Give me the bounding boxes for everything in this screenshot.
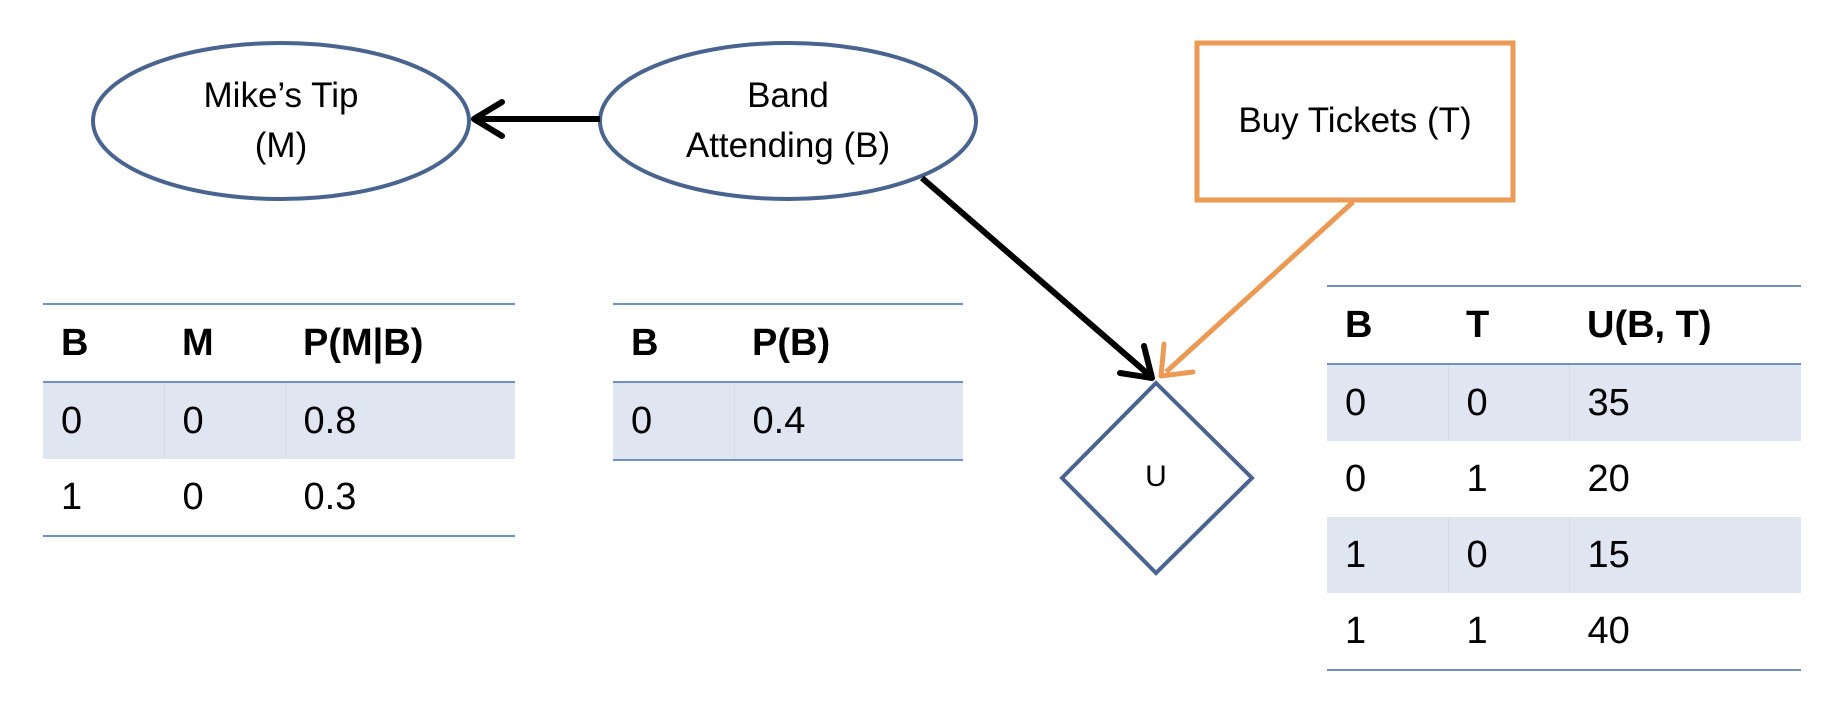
cell-t: 0	[1447, 517, 1569, 593]
cell-b: 0	[43, 382, 164, 459]
cell-b: 1	[1327, 517, 1448, 593]
arrow-band-to-utility	[920, 175, 1150, 377]
arrowhead-utility-orange	[1158, 341, 1196, 379]
header-t: T	[1448, 285, 1569, 365]
mikes-tip-label: Mike’s Tip (M)	[131, 71, 431, 171]
header-b: B	[613, 303, 734, 383]
cell-utility: 35	[1568, 364, 1801, 441]
band-attending-label-line1: Band	[747, 76, 829, 115]
utility-label: U	[1145, 460, 1167, 493]
arrowhead-mikes-tip	[471, 99, 505, 139]
table-row: 1 0 15	[1327, 517, 1801, 593]
cell-b: 0	[1327, 441, 1448, 517]
band-attending-label-line2: Attending (B)	[685, 126, 891, 165]
cell-utility: 20	[1568, 441, 1801, 517]
table-header-row: B M P(M|B)	[43, 303, 515, 383]
header-p-b: P(B)	[734, 303, 963, 383]
cell-b: 1	[43, 459, 164, 537]
header-u-b-t: U(B, T)	[1569, 285, 1801, 365]
cell-b: 0	[1327, 364, 1448, 441]
cell-t: 0	[1447, 364, 1569, 441]
mikes-tip-label-line1: Mike’s Tip	[203, 76, 359, 115]
cell-prob: 0.4	[733, 382, 963, 461]
cell-b: 0	[613, 382, 734, 461]
cell-b: 1	[1327, 593, 1448, 671]
cell-t: 1	[1447, 593, 1569, 671]
cell-m: 0	[163, 382, 285, 459]
band-attending-label: Band Attending (B)	[638, 71, 938, 171]
mikes-tip-label-line2: (M)	[254, 126, 308, 165]
mikes-tip-node[interactable]	[91, 41, 471, 201]
header-p-m-given-b: P(M|B)	[285, 303, 515, 383]
cell-t: 1	[1447, 441, 1569, 517]
buy-tickets-node[interactable]	[1194, 40, 1516, 203]
cell-utility: 15	[1568, 517, 1801, 593]
table-row: 0 0.4	[613, 382, 963, 461]
table-utility: B T U(B, T) 0 0 35 0 1 20 1 0 15 1 1 40	[1327, 285, 1801, 671]
table-header-row: B P(B)	[613, 303, 963, 383]
cell-m: 0	[163, 459, 285, 537]
table-p-m-given-b: B M P(M|B) 0 0 0.8 1 0 0.3	[43, 303, 515, 537]
header-m: M	[164, 303, 285, 383]
cell-utility: 40	[1568, 593, 1801, 671]
cell-prob: 0.8	[284, 382, 515, 459]
table-row: 1 1 40	[1327, 593, 1801, 671]
buy-tickets-label: Buy Tickets (T)	[1238, 101, 1472, 140]
header-b: B	[43, 303, 164, 383]
table-row: 1 0 0.3	[43, 459, 515, 537]
table-row: 0 0 35	[1327, 364, 1801, 441]
arrowhead-utility-black	[1117, 343, 1155, 381]
table-row: 0 0 0.8	[43, 382, 515, 459]
table-p-b: B P(B) 0 0.4	[613, 303, 963, 461]
table-row: 0 1 20	[1327, 441, 1801, 517]
arrow-tickets-to-utility	[1164, 200, 1355, 374]
utility-node[interactable]	[1059, 380, 1255, 576]
cell-prob: 0.3	[284, 459, 515, 537]
header-b: B	[1327, 285, 1448, 365]
table-header-row: B T U(B, T)	[1327, 285, 1801, 365]
